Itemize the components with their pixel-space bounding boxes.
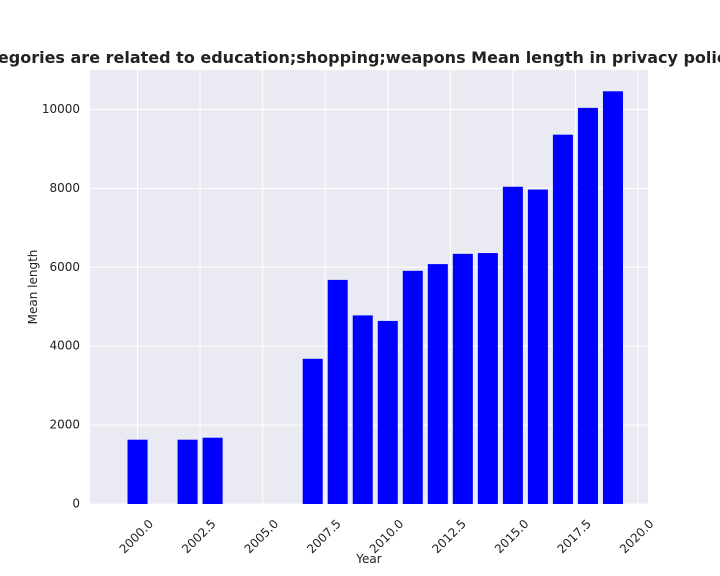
x-tick-label: 2002.5 bbox=[179, 517, 219, 557]
x-tick-label: 2005.0 bbox=[242, 517, 282, 557]
y-tick-label: 2000 bbox=[49, 418, 80, 432]
y-tick-label: 0 bbox=[72, 497, 80, 511]
bar bbox=[452, 253, 473, 504]
bar bbox=[302, 358, 323, 504]
x-tick-label: 2020.0 bbox=[617, 517, 657, 557]
x-tick-label: 2012.5 bbox=[429, 517, 469, 557]
y-tick-label: 4000 bbox=[49, 339, 80, 353]
x-tick-label: 2015.0 bbox=[492, 517, 532, 557]
x-tick-label: 2000.0 bbox=[117, 517, 157, 557]
y-tick-label: 8000 bbox=[49, 181, 80, 195]
bar bbox=[527, 189, 548, 504]
bars bbox=[127, 91, 623, 505]
chart-title: When categories are related to education… bbox=[0, 48, 720, 67]
bar bbox=[427, 264, 448, 504]
bar bbox=[202, 437, 223, 504]
y-tick-label: 6000 bbox=[49, 260, 80, 274]
bar bbox=[502, 186, 523, 504]
bar bbox=[402, 270, 423, 504]
bar bbox=[377, 320, 398, 504]
bar bbox=[602, 91, 623, 505]
bar bbox=[127, 439, 148, 504]
bar bbox=[352, 315, 373, 504]
x-tick-label: 2007.5 bbox=[304, 517, 344, 557]
bar bbox=[177, 439, 198, 504]
x-tick-label: 2010.0 bbox=[367, 517, 407, 557]
bar bbox=[327, 279, 348, 504]
y-axis-label: Mean length bbox=[26, 250, 40, 325]
x-tick-label: 2017.5 bbox=[554, 517, 594, 557]
x-tick-labels: 2000.0 2002.5 2005.0 2007.5 2010.0 2012.5 2015… bbox=[117, 517, 657, 557]
bar bbox=[577, 107, 598, 504]
y-tick-label: 10000 bbox=[42, 102, 80, 116]
x-axis-label: Year bbox=[355, 552, 381, 566]
bar bbox=[477, 253, 498, 504]
bar bbox=[552, 134, 573, 505]
y-tick-labels: 0 2000 4000 6000 8000 10000 bbox=[42, 102, 80, 511]
